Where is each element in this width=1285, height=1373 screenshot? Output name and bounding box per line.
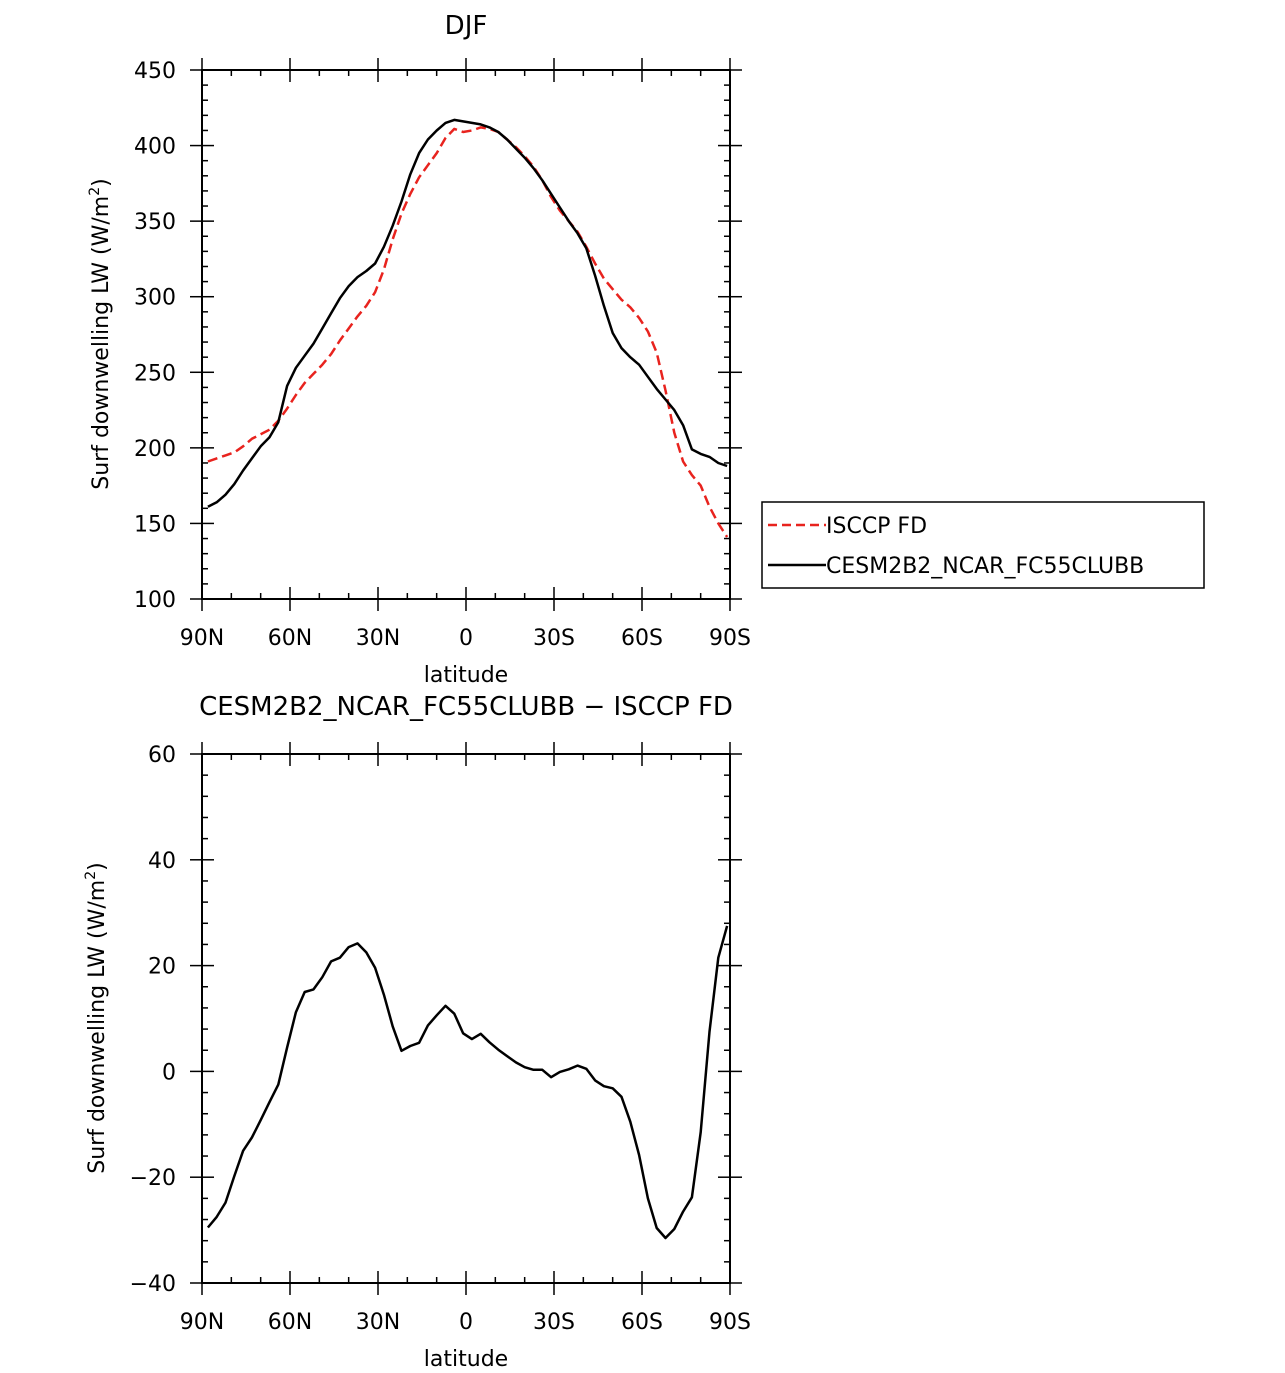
- top-xtick-label: 60N: [268, 626, 312, 651]
- top-chart-panel: DJF 90N 60N 30N 0 30S 60S 90S 100 150 200 250 300 35…: [87, 11, 1205, 688]
- top-ytick-label: 250: [134, 361, 176, 386]
- bottom-chart-panel: CESM2B2_NCAR_FC55CLUBB − ISCCP FD 90N 60N…: [83, 692, 751, 1372]
- top-series-line-1: [207, 118, 728, 508]
- top-ytick-label: 350: [134, 210, 176, 235]
- bottom-ytick-label: −40: [130, 1272, 176, 1297]
- bottom-ytick-label: −20: [130, 1166, 176, 1191]
- top-xtick-label: 60S: [621, 626, 663, 651]
- top-plot-frame: [201, 69, 731, 600]
- legend-label-cesm: CESM2B2_NCAR_FC55CLUBB: [826, 554, 1144, 579]
- bottom-chart-title: CESM2B2_NCAR_FC55CLUBB − ISCCP FD: [199, 692, 733, 722]
- bottom-chart-xlabel: latitude: [424, 1347, 508, 1372]
- top-ylabel-main: Surf downwelling LW (W/m: [89, 196, 114, 490]
- top-ytick-label: 300: [134, 286, 176, 311]
- top-ytick-label: 100: [134, 588, 176, 613]
- top-xtick-label: 0: [459, 626, 473, 651]
- top-chart-ticks: 90N 60N 30N 0 30S 60S 90S 100 150 200 250 300 350 400…: [134, 58, 751, 651]
- top-chart-series: [207, 118, 729, 538]
- bottom-series-line-0: [206, 925, 729, 1240]
- bottom-xtick-label: 90N: [180, 1310, 224, 1335]
- bottom-xtick-label: 30S: [533, 1310, 575, 1335]
- top-ylabel-close: ): [89, 178, 114, 187]
- bottom-chart-ticks: 90N 60N 30N 0 30S 60S 90S −40 −20 0 20 40 60: [130, 742, 751, 1335]
- top-xtick-label: 90S: [709, 626, 751, 651]
- bottom-xtick-label: 30N: [356, 1310, 400, 1335]
- top-ytick-label: 150: [134, 512, 176, 537]
- bottom-chart-series: [206, 925, 729, 1240]
- bottom-ylabel-sup: 2: [83, 871, 99, 880]
- bottom-ylabel-main: Surf downwelling LW (W/m: [85, 880, 110, 1174]
- top-chart-xlabel: latitude: [424, 663, 508, 688]
- bottom-xtick-label: 60S: [621, 1310, 663, 1335]
- top-ytick-label: 200: [134, 437, 176, 462]
- top-chart-ylabel: Surf downwelling LW (W/m2): [87, 178, 114, 490]
- bottom-plot-frame: [201, 753, 731, 1284]
- top-ytick-label: 450: [134, 59, 176, 84]
- legend-box: [761, 501, 1205, 589]
- top-xtick-label: 90N: [180, 626, 224, 651]
- bottom-ytick-label: 60: [148, 743, 176, 768]
- bottom-chart-ylabel: Surf downwelling LW (W/m2): [83, 862, 110, 1174]
- bottom-ytick-label: 20: [148, 955, 176, 980]
- top-chart-title: DJF: [445, 11, 488, 41]
- top-chart-legend: ISCCP FD CESM2B2_NCAR_FC55CLUBB: [761, 501, 1205, 589]
- top-ytick-label: 400: [134, 135, 176, 160]
- bottom-ytick-label: 40: [148, 849, 176, 874]
- bottom-xtick-label: 90S: [709, 1310, 751, 1335]
- top-ylabel-sup: 2: [87, 187, 103, 196]
- bottom-xtick-label: 0: [459, 1310, 473, 1335]
- bottom-xtick-label: 60N: [268, 1310, 312, 1335]
- legend-label-isccp: ISCCP FD: [826, 514, 927, 539]
- bottom-ylabel-close: ): [85, 862, 110, 871]
- top-series-line-0: [207, 126, 729, 538]
- top-xtick-label: 30S: [533, 626, 575, 651]
- bottom-ytick-label: 0: [162, 1060, 176, 1085]
- top-xtick-label: 30N: [356, 626, 400, 651]
